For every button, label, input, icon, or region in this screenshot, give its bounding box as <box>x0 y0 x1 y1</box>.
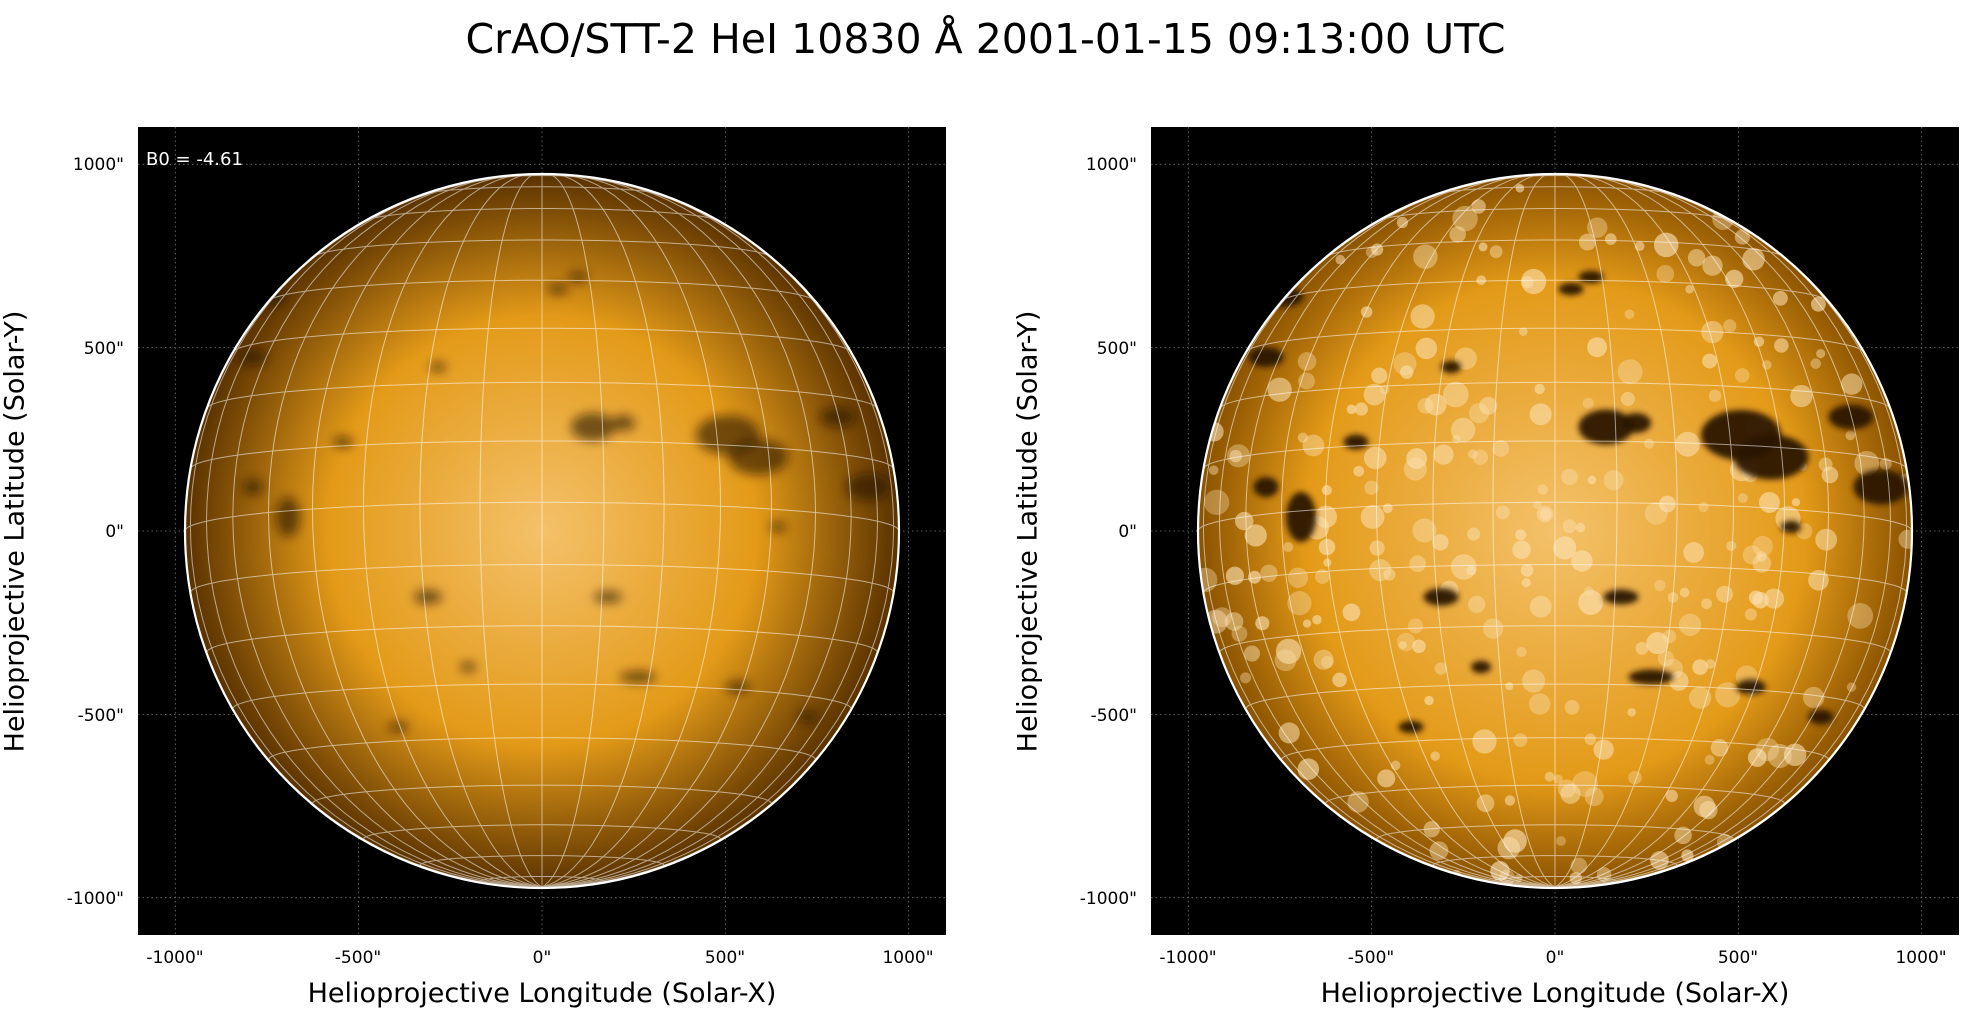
right-xtick-label: 0" <box>1545 948 1565 968</box>
right-solar-disk-panel <box>1151 127 1959 935</box>
solar-limb <box>1196 172 1914 890</box>
figure-title: CrAO/STT-2 HeI 10830 Å 2001-01-15 09:13:… <box>465 15 1506 63</box>
left-solar-disk-image <box>138 127 946 935</box>
solar-limb <box>183 172 901 890</box>
right-xtick-label: 500" <box>1717 948 1759 968</box>
right-ytick-label: -500" <box>1090 706 1137 726</box>
left-ytick-label: 500" <box>83 339 124 359</box>
right-ytick-label: 1000" <box>1085 155 1137 175</box>
right-xtick-label: 1000" <box>1895 948 1947 968</box>
right-solar-disk-image <box>1151 127 1959 935</box>
right-ytick-label: 0" <box>1118 522 1137 542</box>
heliographic-grid <box>1197 173 1913 888</box>
right-ytick-label: -1000" <box>1079 889 1137 909</box>
dark-filaments <box>1248 270 1912 734</box>
left-ytick-label: 0" <box>105 522 124 542</box>
left-xtick-label: 1000" <box>882 948 934 968</box>
left-xtick-label: 0" <box>532 948 552 968</box>
b0-annotation: B0 = -4.61 <box>146 149 243 170</box>
right-x-axis-label: Helioprojective Longitude (Solar-X) <box>1320 978 1790 1009</box>
left-solar-disk-panel: B0 = -4.61 <box>138 127 946 935</box>
left-ytick-label: 1000" <box>72 155 124 175</box>
left-xtick-label: -500" <box>334 948 382 968</box>
right-xtick-label: -500" <box>1347 948 1395 968</box>
left-y-axis-label: Helioprojective Latitude (Solar-Y) <box>0 310 31 753</box>
right-y-axis-label: Helioprojective Latitude (Solar-Y) <box>1012 310 1044 753</box>
left-xtick-label: -1000" <box>146 948 204 968</box>
right-xtick-label: -1000" <box>1159 948 1217 968</box>
left-x-axis-label: Helioprojective Longitude (Solar-X) <box>307 978 777 1009</box>
left-ytick-label: -1000" <box>66 889 124 909</box>
left-ytick-label: -500" <box>77 706 124 726</box>
left-xtick-label: 500" <box>704 948 746 968</box>
right-ytick-label: 500" <box>1096 339 1137 359</box>
dark-filaments <box>239 272 890 732</box>
